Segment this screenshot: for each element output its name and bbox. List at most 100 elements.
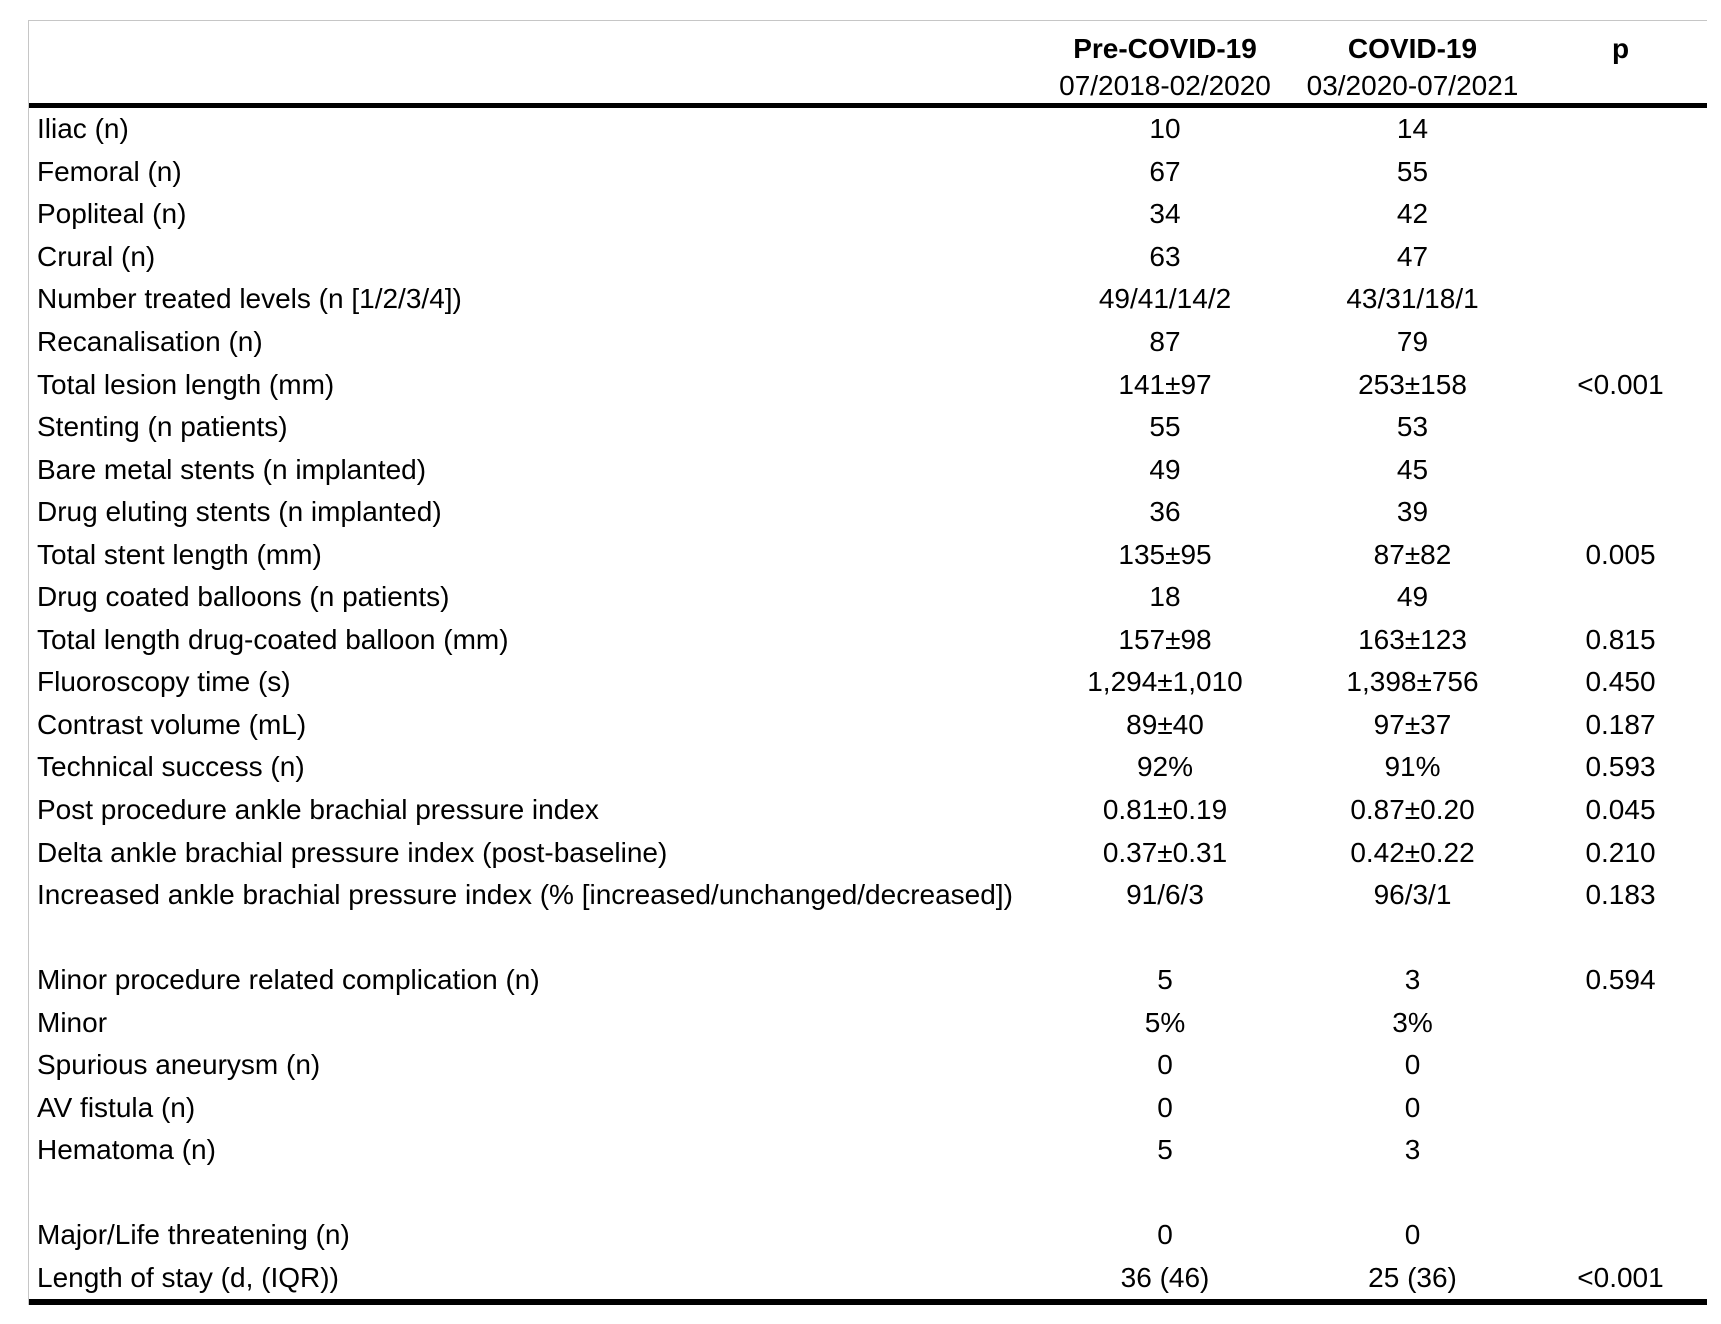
cell-p: 0.210 — [1585, 836, 1656, 868]
cell-p: <0.001 — [1577, 368, 1664, 400]
table-row: Drug coated balloons (n patients) 18 49 — [29, 576, 1707, 619]
cell-precovid: 89±40 — [1126, 708, 1204, 740]
cell-covid: 55 — [1396, 155, 1429, 187]
row-label: Bare metal stents (n implanted) — [37, 453, 427, 485]
cell-covid: 42 — [1396, 198, 1429, 230]
cell-precovid: 157±98 — [1118, 623, 1212, 655]
table-row — [29, 916, 1707, 959]
table-row: Crural (n) 63 47 — [29, 236, 1707, 279]
cell-precovid: 63 — [1149, 240, 1181, 272]
cell-covid: 3 — [1404, 964, 1421, 996]
table-row: Fluoroscopy time (s) 1,294±1,010 1,398±7… — [29, 661, 1707, 704]
table-body: Iliac (n) 10 14 Femoral (n) 67 55 Poplit… — [29, 108, 1707, 1299]
column-header-covid: COVID-19 03/2020-07/2021 — [1290, 30, 1535, 104]
header-divider-rule — [29, 103, 1707, 108]
row-label: Total lesion length (mm) — [37, 368, 335, 400]
column-header-precovid-title: Pre-COVID-19 — [1073, 33, 1257, 64]
cell-covid: 39 — [1396, 496, 1429, 528]
cell-p: <0.001 — [1577, 1262, 1664, 1294]
cell-covid: 87±82 — [1373, 538, 1452, 570]
cell-covid: 79 — [1396, 326, 1429, 357]
table-row: Femoral (n) 67 55 — [29, 151, 1707, 194]
table-row: AV fistula (n) 0 0 — [29, 1087, 1707, 1130]
table-row: Total stent length (mm) 135±95 87±82 0.0… — [29, 533, 1707, 576]
cell-covid: 3 — [1404, 1134, 1421, 1166]
cell-covid: 96/3/1 — [1373, 879, 1452, 911]
table-header: Pre-COVID-19 07/2018-02/2020 COVID-19 03… — [29, 21, 1707, 103]
row-label: Number treated levels (n [1/2/3/4]) — [37, 283, 462, 315]
cell-precovid: 10 — [1149, 113, 1181, 145]
cell-precovid: 87 — [1149, 326, 1181, 357]
cell-p: 0.593 — [1585, 751, 1656, 783]
cell-precovid: 5 — [1157, 1134, 1173, 1166]
cell-covid: 49 — [1396, 581, 1429, 613]
cell-precovid: 67 — [1149, 155, 1181, 187]
cell-precovid: 0 — [1157, 1219, 1173, 1251]
row-label: Hematoma (n) — [37, 1134, 216, 1166]
table-row: Recanalisation (n) 87 79 — [29, 321, 1707, 364]
row-label: Iliac (n) — [37, 113, 129, 145]
column-header-pvalue-title: p — [1611, 33, 1630, 64]
row-label: Length of stay (d, (IQR)) — [37, 1262, 339, 1294]
row-label: Major/Life threatening (n) — [37, 1219, 350, 1251]
cell-precovid: 36 (46) — [1120, 1262, 1210, 1294]
row-label: Delta ankle brachial pressure index (pos… — [37, 836, 668, 868]
cell-precovid: 49/41/14/2 — [1098, 283, 1232, 315]
cell-covid: 97±37 — [1373, 708, 1452, 740]
column-header-precovid-daterange: 07/2018-02/2020 — [1059, 70, 1271, 101]
cell-precovid: 141±97 — [1118, 368, 1212, 400]
column-header-precovid: Pre-COVID-19 07/2018-02/2020 — [1040, 30, 1290, 104]
table-row: Drug eluting stents (n implanted) 36 39 — [29, 491, 1707, 534]
cell-covid: 253±158 — [1358, 368, 1467, 400]
cell-p: 0.815 — [1585, 623, 1656, 655]
cell-covid: 1,398±756 — [1346, 666, 1479, 698]
cell-p: 0.450 — [1585, 666, 1656, 698]
column-header-pvalue: p — [1535, 30, 1706, 67]
cell-covid: 47 — [1396, 240, 1429, 272]
row-label: Minor procedure related complication (n) — [37, 964, 540, 996]
table-row: Spurious aneurysm (n) 0 0 — [29, 1044, 1707, 1087]
cell-p: 0.187 — [1585, 708, 1656, 740]
cell-precovid: 0.81±0.19 — [1102, 794, 1228, 826]
table-row: Popliteal (n) 34 42 — [29, 193, 1707, 236]
cell-precovid: 0 — [1157, 1049, 1173, 1081]
cell-precovid: 55 — [1149, 411, 1181, 443]
row-label: Stenting (n patients) — [37, 411, 288, 443]
row-label: Popliteal (n) — [37, 198, 187, 230]
table-row: Contrast volume (mL) 89±40 97±37 0.187 — [29, 704, 1707, 747]
row-label: Total length drug-coated balloon (mm) — [37, 623, 509, 655]
row-label: Drug coated balloons (n patients) — [37, 581, 450, 613]
table-row: Iliac (n) 10 14 — [29, 108, 1707, 151]
row-label: Spurious aneurysm (n) — [37, 1049, 321, 1081]
cell-precovid: 36 — [1149, 496, 1181, 528]
bottom-rule — [29, 1299, 1707, 1306]
cell-p: 0.045 — [1585, 794, 1656, 826]
cell-covid: 163±123 — [1358, 623, 1467, 655]
results-table: Pre-COVID-19 07/2018-02/2020 COVID-19 03… — [28, 20, 1707, 1306]
cell-precovid: 1,294±1,010 — [1087, 666, 1243, 698]
cell-covid: 0 — [1404, 1049, 1421, 1081]
table-row: Bare metal stents (n implanted) 49 45 — [29, 448, 1707, 491]
row-label: Contrast volume (mL) — [37, 708, 307, 740]
table-row: Number treated levels (n [1/2/3/4]) 49/4… — [29, 278, 1707, 321]
row-label: Increased ankle brachial pressure index … — [37, 879, 1013, 911]
cell-covid: 45 — [1396, 453, 1429, 485]
cell-covid: 0 — [1404, 1091, 1421, 1123]
cell-precovid: 135±95 — [1118, 538, 1212, 570]
cell-precovid: 91/6/3 — [1126, 879, 1204, 911]
table-row: Stenting (n patients) 55 53 — [29, 406, 1707, 449]
row-label: Femoral (n) — [37, 155, 182, 187]
cell-covid: 91% — [1384, 751, 1441, 783]
cell-covid: 0.42±0.22 — [1350, 836, 1475, 868]
table-row: Length of stay (d, (IQR)) 36 (46) 25 (36… — [29, 1257, 1707, 1300]
row-label: Drug eluting stents (n implanted) — [37, 496, 442, 528]
table-row: Increased ankle brachial pressure index … — [29, 874, 1707, 917]
table-row: Minor procedure related complication (n)… — [29, 959, 1707, 1002]
table-row: Delta ankle brachial pressure index (pos… — [29, 831, 1707, 874]
cell-precovid: 92% — [1136, 751, 1194, 783]
row-label: Crural (n) — [37, 240, 156, 272]
cell-precovid: 18 — [1149, 581, 1181, 613]
cell-p: 0.183 — [1585, 879, 1656, 911]
table-row — [29, 1172, 1707, 1215]
